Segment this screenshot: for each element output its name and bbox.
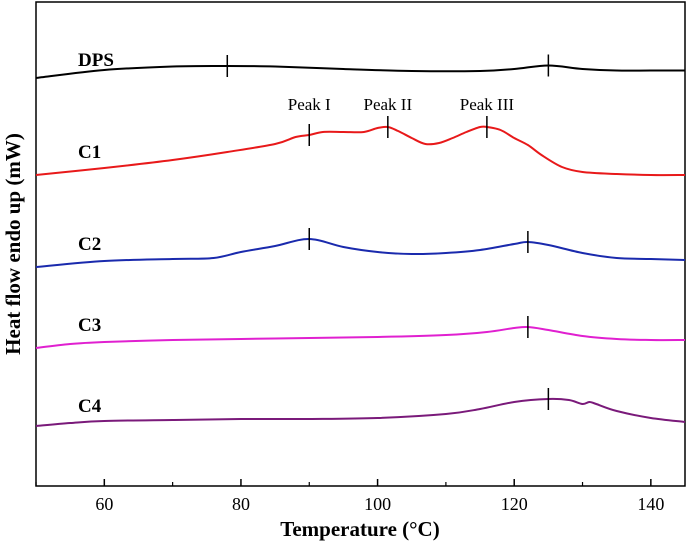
x-tick-label-100: 100: [364, 494, 391, 514]
x-axis-ticks: 60 80 100 120 140: [35, 479, 664, 514]
x-tick-label-60: 60: [95, 494, 113, 514]
series-line-c3: [35, 325, 686, 349]
curve-labels: DPS C1 C2 C3 C4: [78, 50, 114, 417]
series-line-c1: [35, 125, 686, 177]
series-layer: [35, 54, 686, 427]
peak-label-2: Peak II: [364, 95, 413, 114]
series-line-c2: [35, 237, 686, 268]
curve-label-dps: DPS: [78, 50, 114, 71]
series-line-dps: [35, 64, 685, 79]
plot-frame: [35, 1, 686, 487]
x-tick-label-140: 140: [637, 494, 664, 514]
x-tick-label-120: 120: [501, 494, 528, 514]
peak-label-1: Peak I: [288, 95, 331, 114]
curve-label-c4: C4: [78, 396, 102, 417]
x-axis-title: Temperature (°C): [280, 517, 439, 541]
curve-label-c1: C1: [78, 142, 101, 163]
curve-label-c2: C2: [78, 234, 101, 255]
peak-labels: Peak I Peak II Peak III: [288, 95, 515, 114]
series-line-c4: [35, 397, 686, 427]
y-axis-title: Heat flow endo up (mW): [1, 133, 25, 355]
peak-label-3: Peak III: [460, 95, 515, 114]
curve-label-c3: C3: [78, 315, 101, 336]
x-tick-label-80: 80: [232, 494, 250, 514]
